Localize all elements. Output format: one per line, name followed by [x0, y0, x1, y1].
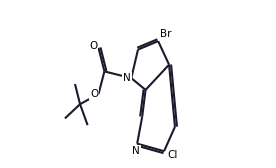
Text: O: O: [90, 89, 99, 99]
Text: O: O: [89, 41, 98, 51]
Text: Br: Br: [160, 29, 171, 39]
Text: N: N: [123, 73, 131, 83]
Text: Cl: Cl: [167, 150, 178, 160]
Text: N: N: [132, 146, 140, 156]
